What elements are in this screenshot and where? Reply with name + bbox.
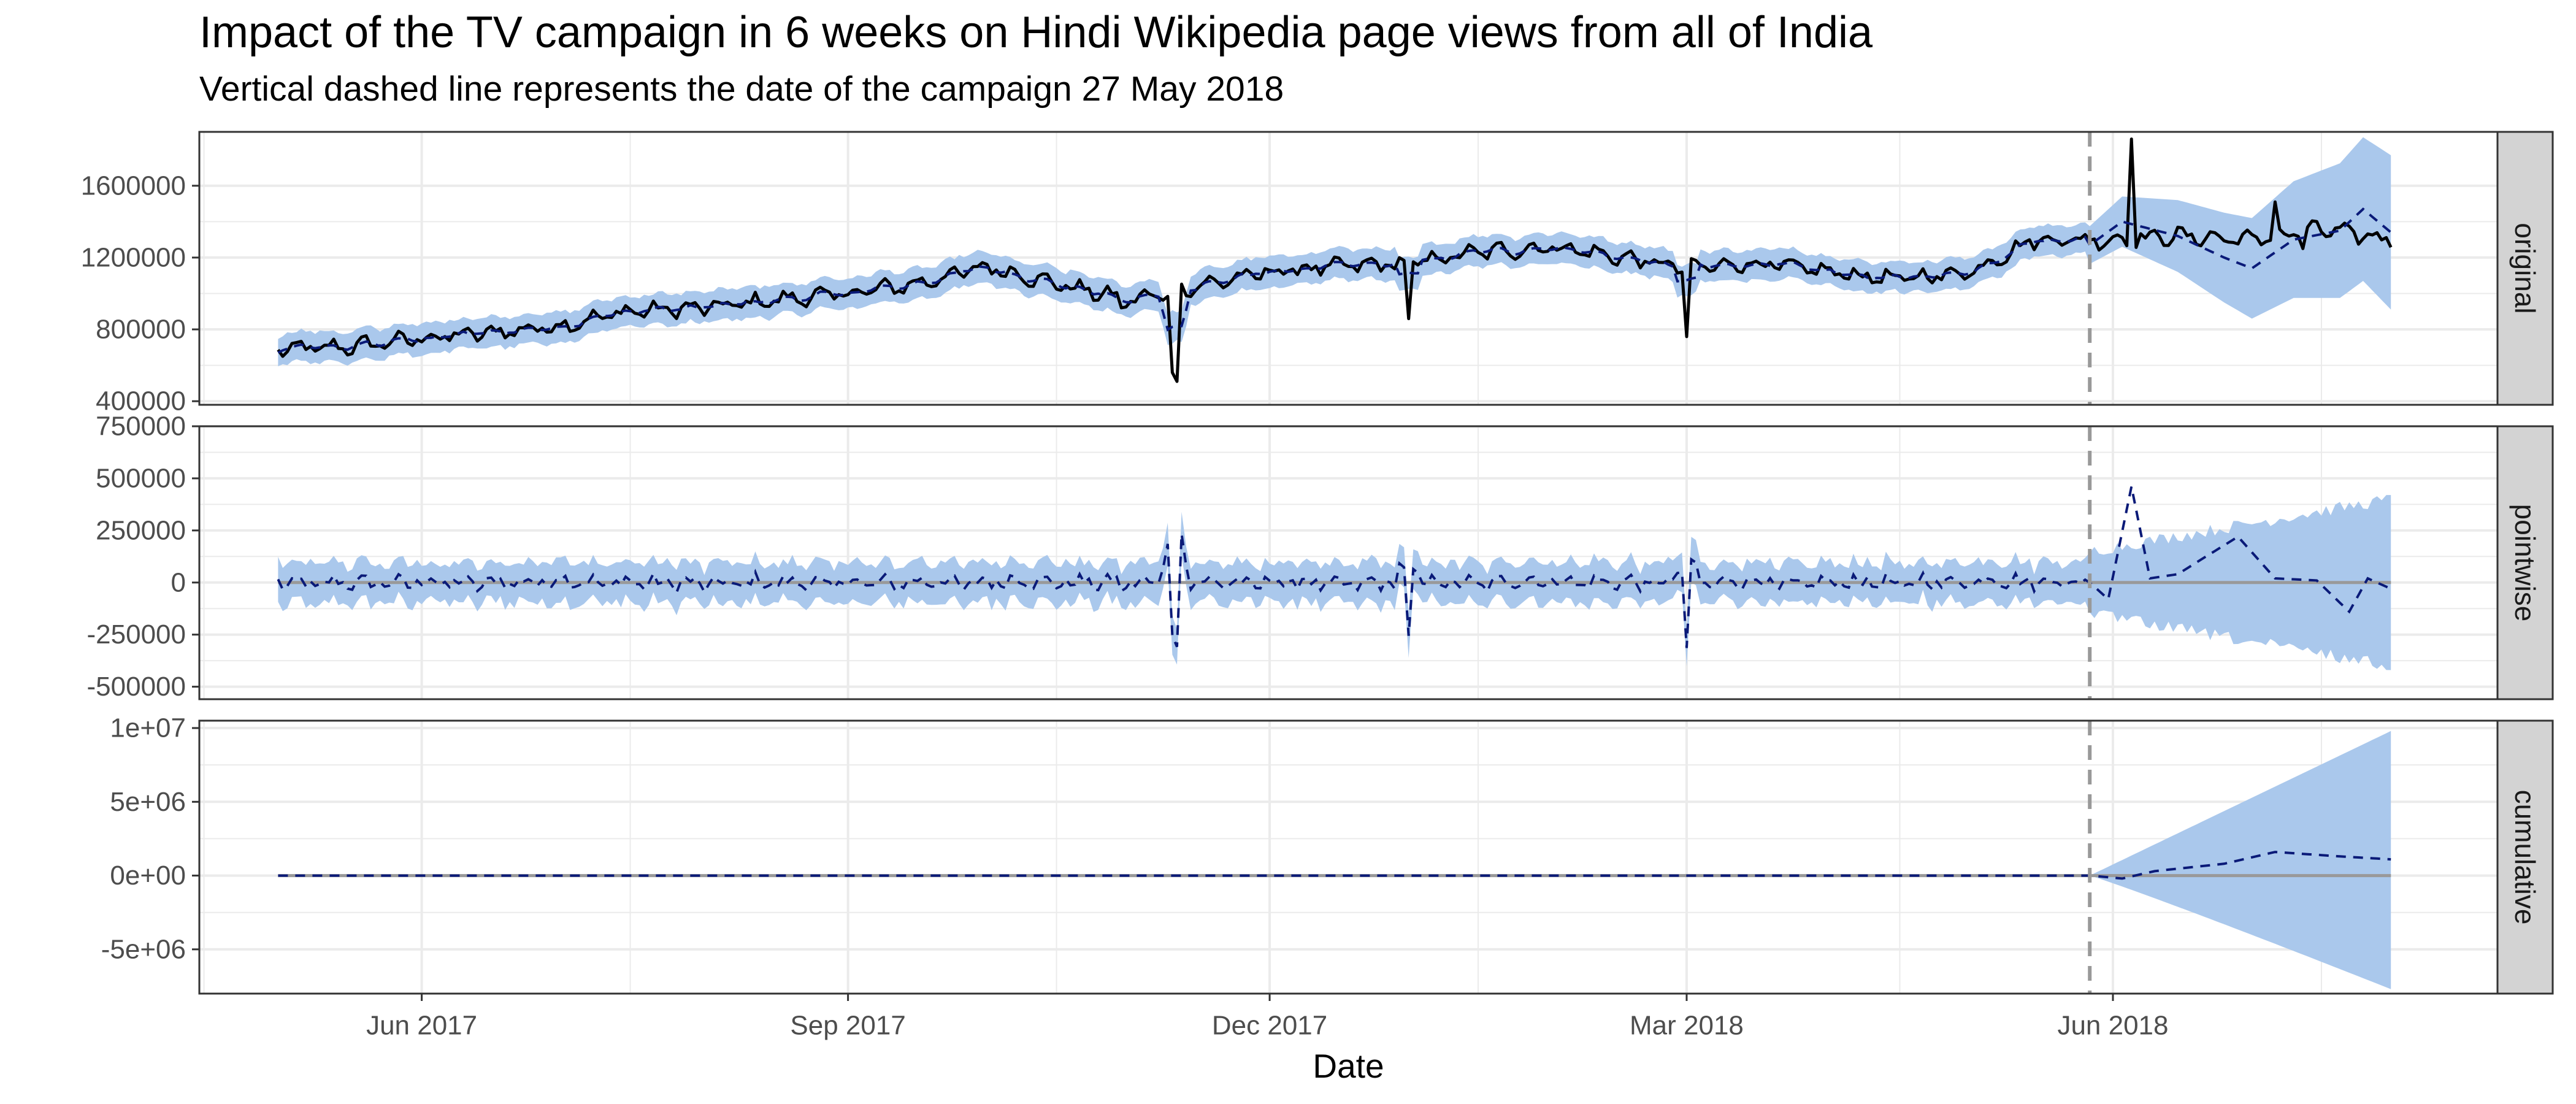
panel-pointwise: pointwise -500000 -250000 0 250000 500000 7500… [87,412,2554,702]
chart-subtitle: Vertical dashed line represents the date… [199,69,1284,109]
y-tick-label: -250000 [87,619,186,650]
panel-background [199,721,2497,994]
y-tick-label: 1200000 [81,242,186,272]
x-tick-label: Sep 2017 [790,1011,905,1041]
y-tick-label: -500000 [87,672,186,702]
x-tick-label: Jun 2017 [366,1011,477,1041]
y-tick-label: 1e+07 [110,713,186,743]
x-tick-label: Mar 2018 [1630,1011,1744,1041]
cumulative-effect-line [278,851,2391,880]
y-tick-label: 1600000 [81,171,186,201]
facet-strip-label: original [2509,223,2541,313]
y-tick-label: 500000 [96,463,186,493]
y-tick-label: 250000 [96,515,186,545]
facet-strip [2496,719,2554,995]
facet-strip-label: pointwise [2509,504,2541,622]
panel-cumulative: cumulative -5e+06 0e+00 5e+06 1e+07 [101,713,2554,995]
credible-interval-band [278,137,2391,367]
y-tick-label: 750000 [96,412,186,442]
facet-strip [2496,425,2554,700]
y-tick-label: -5e+06 [101,934,186,964]
predicted-series-line [277,207,2392,354]
y-tick-label: 0 [171,567,186,597]
panel-original: original 400000 800000 1200000 1600000 [81,131,2554,416]
facet-strip-label: cumulative [2509,790,2541,925]
y-tick-label: 0e+00 [110,861,186,891]
y-tick-label: 5e+06 [110,787,186,817]
x-tick-label: Dec 2017 [1212,1011,1327,1041]
x-axis-title: Date [1313,1047,1384,1085]
chart-title: Impact of the TV campaign in 6 weeks on … [199,8,1873,57]
facet-strip [2496,131,2554,406]
pointwise-effect-line [277,486,2392,648]
x-tick-label: Jun 2018 [2057,1011,2168,1041]
y-tick-label: 800000 [96,315,186,345]
y-tick-label: 400000 [96,386,186,416]
